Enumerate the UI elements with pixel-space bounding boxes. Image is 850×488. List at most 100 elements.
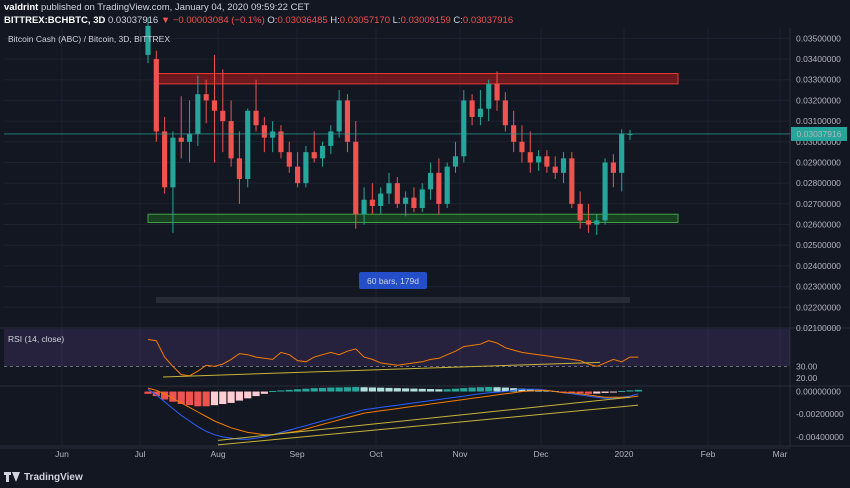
candle	[627, 130, 633, 140]
candle-body	[411, 197, 417, 208]
rsi-title: RSI (14, close)	[8, 334, 64, 344]
macd-histogram-bar	[219, 391, 227, 405]
macd-histogram-bar	[310, 388, 318, 392]
macd-histogram-bar	[618, 390, 626, 392]
date-tick-label: Mar	[773, 449, 788, 459]
macd-tick-label: -0.00200000	[796, 409, 844, 419]
high-value: 0.03057170	[339, 15, 390, 26]
candle-body	[477, 108, 483, 117]
candle-body	[178, 137, 184, 142]
date-tick-label: Jun	[55, 449, 69, 459]
macd-histogram-bar	[443, 389, 451, 392]
rsi-band	[4, 329, 790, 367]
current-price-tag	[791, 126, 847, 141]
date-tick-label: 2020	[615, 449, 634, 459]
candle-body	[369, 199, 375, 206]
macd-histogram-bar	[235, 391, 243, 401]
candle	[344, 94, 351, 153]
down-arrow-icon: ▼	[160, 15, 171, 26]
candle-body	[602, 162, 608, 221]
date-tick-label: Dec	[533, 449, 549, 459]
chart-title: Bitcoin Cash (ABC) / Bitcoin, 3D, BITTRE…	[8, 34, 170, 44]
candle	[245, 108, 251, 188]
candle	[619, 129, 625, 192]
macd-trendline-upper	[217, 396, 631, 441]
macd-histogram-bar	[202, 391, 210, 407]
tradingview-footer[interactable]: TradingView	[4, 470, 83, 484]
candle-body	[627, 133, 633, 135]
macd-histogram-bar	[576, 391, 584, 394]
candle	[145, 17, 151, 64]
price-change: −0.00003084 (−0.1%)	[172, 15, 265, 26]
candle	[511, 110, 517, 153]
candle-body	[328, 131, 334, 146]
macd-histogram-bar	[252, 391, 260, 397]
macd-histogram-bar	[210, 391, 219, 406]
open-value: 0.03036485	[277, 15, 328, 26]
candle	[178, 96, 184, 159]
candle-body	[245, 110, 251, 180]
price-tick-label: 0.02400000	[796, 261, 841, 271]
macd-histogram-bar	[343, 387, 352, 392]
macd-histogram-bar	[609, 391, 617, 393]
macd-histogram-bar	[302, 388, 310, 392]
price-tick-label: 0.02800000	[796, 178, 841, 188]
candle	[369, 183, 375, 215]
candle-body	[186, 133, 193, 142]
publish-info: valdrint published on TradingView.com, J…	[4, 1, 310, 15]
candle-body	[220, 110, 226, 122]
candle-body	[162, 131, 168, 188]
candle-body	[452, 156, 459, 167]
candle	[261, 116, 267, 153]
candle	[186, 100, 193, 163]
price-tick-label: 0.02600000	[796, 220, 841, 230]
candle	[270, 121, 276, 153]
candle	[577, 191, 583, 229]
candle-body	[145, 25, 151, 55]
candle-body	[344, 100, 351, 142]
candle	[211, 54, 218, 163]
low-label: L:	[392, 15, 401, 26]
price-tick-label: 0.02300000	[796, 282, 841, 292]
price-tick-label: 0.03200000	[796, 95, 841, 105]
macd-histogram-bar	[335, 387, 343, 392]
macd-histogram-bar	[460, 388, 468, 392]
tradingview-logo-icon	[4, 472, 20, 482]
candle	[319, 141, 326, 167]
macd-histogram-bar	[318, 387, 327, 392]
candle	[220, 69, 226, 153]
macd-histogram-bar	[493, 387, 501, 392]
brand-label: TradingView	[24, 471, 83, 483]
candle	[552, 156, 558, 180]
price-tick-label: 0.02200000	[796, 302, 841, 312]
rsi-trendline	[162, 361, 601, 378]
macd-histogram-bar	[177, 391, 185, 405]
candle	[195, 75, 201, 146]
date-tick-label: Jul	[135, 449, 146, 459]
candle	[469, 94, 475, 126]
macd-histogram-bar	[510, 388, 518, 392]
candle-body	[195, 94, 201, 134]
candle	[494, 71, 500, 111]
current-price-label: 0.03037916	[797, 129, 842, 139]
measure-label-box	[359, 272, 427, 289]
resistance-zone	[155, 73, 679, 85]
ohlc-line: BITTREX:BCHBTC, 3D 0.03037916 ▼ −0.00003…	[4, 14, 513, 28]
candle-body	[261, 125, 267, 138]
date-tick-label: Feb	[701, 449, 716, 459]
macd-histogram-bar	[294, 389, 302, 392]
date-tick-label: Sep	[289, 449, 304, 459]
macd-histogram-bar	[435, 389, 443, 392]
candle	[411, 187, 417, 213]
macd-histogram-bar	[360, 387, 368, 392]
macd-histogram-bar	[634, 389, 642, 392]
close-label: C:	[453, 15, 463, 26]
candle-body	[295, 166, 301, 184]
candle-body	[403, 197, 409, 204]
author-name: valdrint	[4, 2, 39, 13]
candle	[295, 152, 301, 188]
macd-histogram-bar	[377, 387, 385, 392]
macd-histogram-bar	[426, 389, 435, 392]
macd-histogram-bar	[476, 387, 484, 392]
